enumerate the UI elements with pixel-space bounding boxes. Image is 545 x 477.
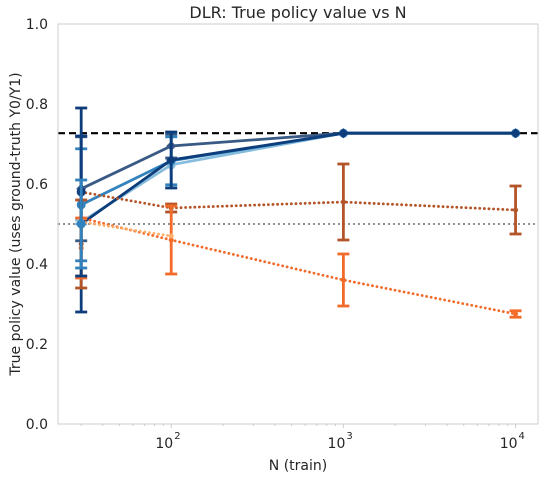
series-4 [78, 162, 522, 242]
series-1 [75, 128, 521, 263]
data-point [340, 199, 346, 205]
data-point [510, 128, 521, 139]
series-3 [75, 128, 521, 314]
series-line [79, 216, 517, 316]
x-tick-exponent: 4 [519, 431, 525, 442]
x-axis-label: N (train) [269, 458, 327, 474]
series-group [75, 106, 522, 319]
y-tick-label: 1.0 [26, 17, 48, 33]
x-tick-exponent: 2 [174, 431, 180, 442]
series-5 [78, 204, 522, 319]
series-line [79, 190, 517, 212]
x-tick-label: 10 [328, 436, 346, 452]
data-point [513, 207, 519, 213]
x-tick-label: 10 [155, 436, 173, 452]
x-tick-exponent: 3 [346, 431, 352, 442]
reference-lines [58, 132, 538, 225]
plot-frame [57, 23, 539, 425]
chart-title: DLR: True policy value vs N [189, 3, 406, 22]
y-tick-label: 0.6 [26, 177, 48, 193]
series-line [80, 131, 516, 207]
data-point [168, 233, 174, 239]
y-tick-labels: 0.0 0.2 0.4 0.6 0.8 1.0 [26, 17, 48, 433]
y-tick-label: 0.4 [26, 257, 48, 273]
data-point [338, 128, 349, 139]
y-tick-label: 0.8 [26, 97, 48, 113]
series-line [79, 220, 173, 238]
x-tick-labels: 10 2 10 3 10 4 [80, 424, 525, 452]
series-line [80, 131, 516, 226]
data-point [166, 155, 177, 165]
series-10 [75, 178, 88, 270]
y-axis-label: True policy value (uses ground-truth Y0/… [8, 72, 24, 376]
x-tick-label: 10 [500, 436, 518, 452]
y-tick-label: 0.2 [26, 337, 48, 353]
y-tick-label: 0.0 [26, 417, 48, 433]
series-0 [75, 128, 521, 227]
data-point [513, 311, 519, 317]
data-point [168, 237, 174, 243]
data-point [76, 219, 86, 229]
data-point [340, 277, 346, 283]
series-6 [78, 219, 174, 239]
